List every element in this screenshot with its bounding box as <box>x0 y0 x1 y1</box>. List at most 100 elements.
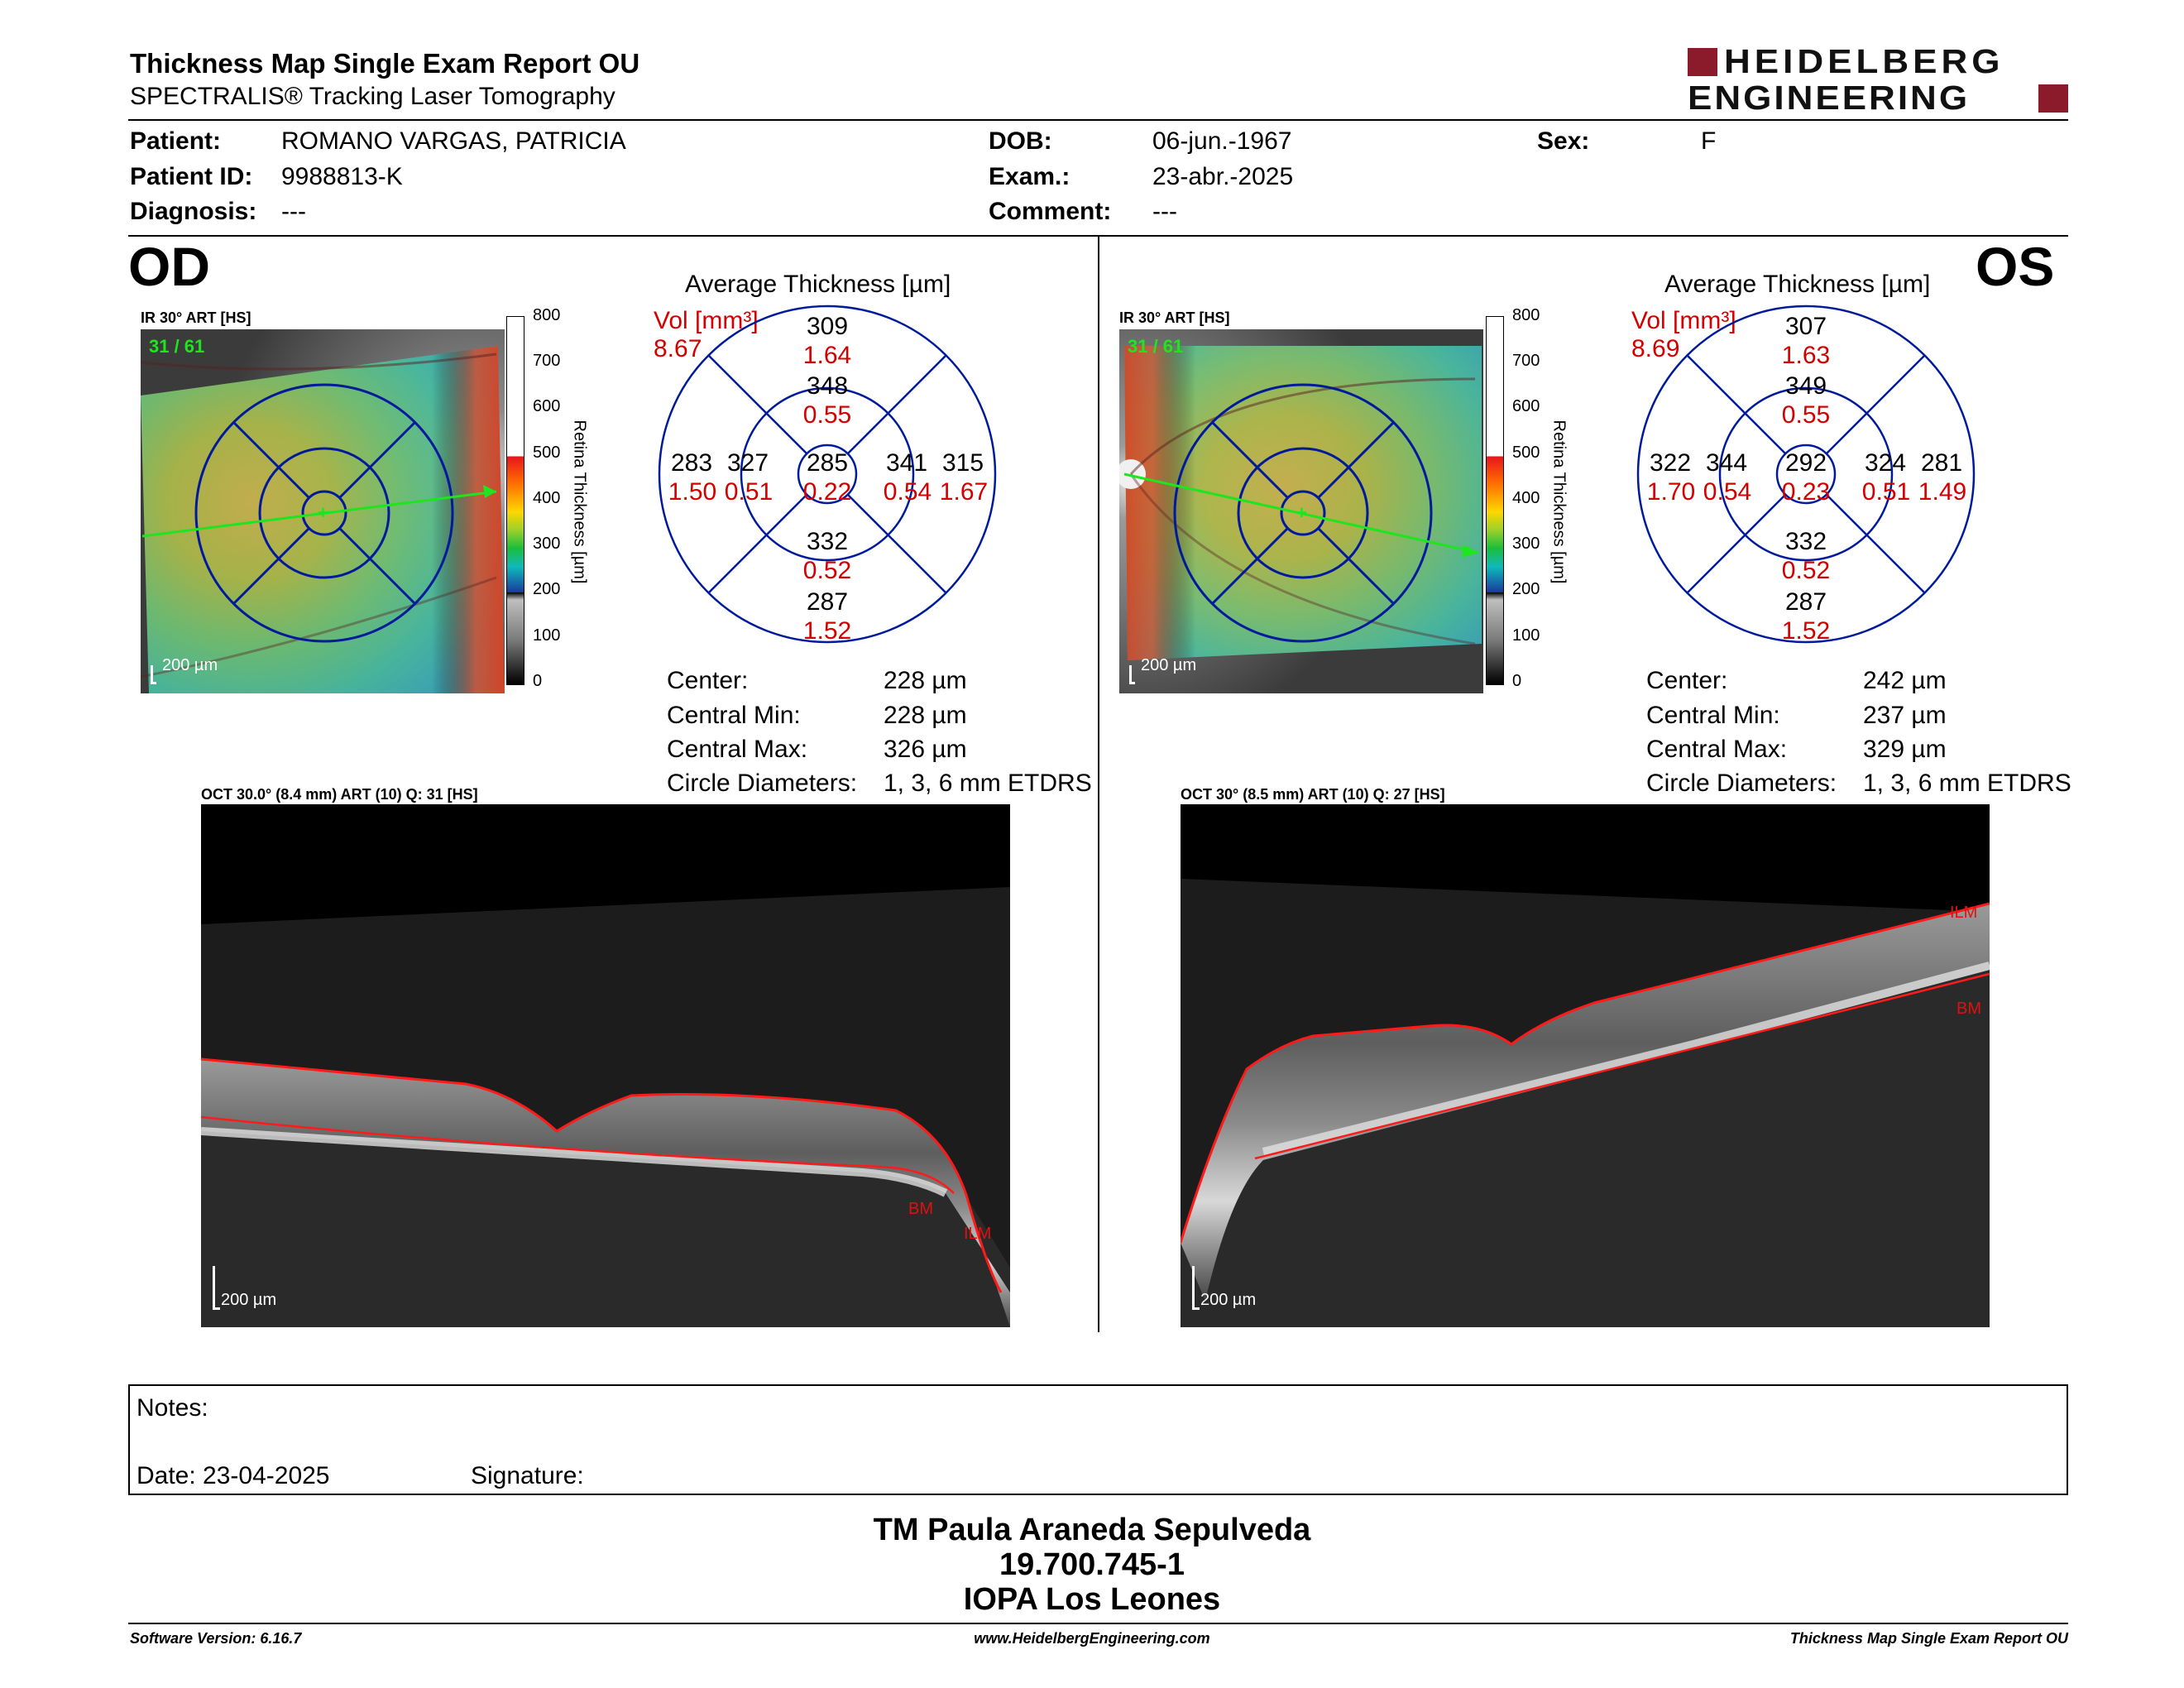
notes-label: Notes: <box>136 1394 208 1422</box>
od-colorbar-title: Retina Thickness [µm] <box>570 420 589 584</box>
os-oct-ilm-label: ILM <box>1950 904 1978 922</box>
od-oct-svg <box>201 887 1010 1327</box>
os-avg-title: Average Thickness [µm] <box>1664 271 1931 298</box>
od-inf-inner-vol: 0.52 <box>802 557 852 584</box>
sex-value: F <box>1701 127 1717 155</box>
os-eye-label: OS <box>1976 236 2055 297</box>
report-subtitle: SPECTRALIS® Tracking Laser Tomography <box>130 83 615 110</box>
dob-value: 06-jun.-1967 <box>1152 127 1292 155</box>
os-max-label: Central Max: <box>1646 736 1788 763</box>
od-fundus-image: + 31 / 61 200 µm <box>141 329 505 693</box>
od-cb-tick-400: 400 <box>533 489 561 507</box>
od-cb-tick-0: 0 <box>533 672 543 690</box>
notes-box: Notes: Date: 23-04-2025 Signature: <box>128 1384 2068 1495</box>
od-oct-bm-label: BM <box>908 1200 933 1218</box>
os-diam-label: Circle Diameters: <box>1646 770 1837 797</box>
od-oct-ilm-label: ILM <box>964 1225 992 1243</box>
od-sup-outer-vol: 1.64 <box>802 342 852 369</box>
os-scale: 200 µm <box>1141 656 1197 674</box>
os-cb-tick-500: 500 <box>1512 444 1540 462</box>
os-temp-outer-vol: 1.49 <box>1918 478 1967 506</box>
comment-label: Comment: <box>989 198 1112 225</box>
od-scale: 200 µm <box>162 656 218 674</box>
svg-text:+: + <box>1296 502 1307 523</box>
os-colorbar <box>1486 316 1504 685</box>
os-max-value: 329 µm <box>1863 736 1947 763</box>
os-frames: 31 / 61 <box>1128 336 1184 357</box>
notes-date: Date: 23-04-2025 <box>136 1462 330 1489</box>
patient-id-label: Patient ID: <box>130 163 253 190</box>
od-oct-scale: 200 µm <box>221 1291 277 1309</box>
os-nas-inner: 344 <box>1705 449 1748 477</box>
diagnosis-value: --- <box>281 198 306 225</box>
od-frames: 31 / 61 <box>149 336 205 357</box>
os-sup-inner: 349 <box>1784 372 1827 400</box>
dob-label: DOB: <box>989 127 1052 155</box>
logo-square-bottom <box>2038 84 2068 113</box>
exam-value: 23-abr.-2025 <box>1152 163 1294 190</box>
os-cb-tick-400: 400 <box>1512 489 1540 507</box>
od-cb-tick-100: 100 <box>533 626 561 645</box>
od-sup-inner-vol: 0.55 <box>802 401 852 429</box>
sex-label: Sex: <box>1537 127 1590 155</box>
signer-name: TM Paula Araneda Sepulveda <box>873 1513 1311 1547</box>
os-center-vol: 0.23 <box>1781 478 1831 506</box>
os-min-label: Central Min: <box>1646 702 1780 729</box>
comment-value: --- <box>1152 198 1177 225</box>
os-center-value: 242 µm <box>1863 667 1947 694</box>
os-inf-outer-vol: 1.52 <box>1781 617 1831 645</box>
os-temp-outer: 281 <box>1920 449 1963 477</box>
svg-text:+: + <box>318 502 328 523</box>
od-etdrs-values: 309 1.64 348 0.55 283 1.50 327 0.51 285 … <box>658 305 997 645</box>
od-center-vol: 0.22 <box>802 478 852 506</box>
os-cb-tick-600: 600 <box>1512 397 1540 415</box>
os-fundus-svg: + <box>1119 329 1483 693</box>
os-sup-outer: 307 <box>1784 313 1827 340</box>
os-cb-tick-0: 0 <box>1512 672 1522 690</box>
logo-line1: HEIDELBERG <box>1724 43 2004 81</box>
os-cb-tick-800: 800 <box>1512 306 1540 324</box>
od-fundus-svg: + <box>141 329 505 693</box>
logo-line2: ENGINEERING <box>1688 79 1971 117</box>
od-cb-tick-800: 800 <box>533 306 561 324</box>
center-divider <box>1098 237 1099 1332</box>
os-oct-image: ILM BM 200 µm <box>1181 804 1990 1327</box>
od-cb-tick-300: 300 <box>533 535 561 553</box>
diagnosis-label: Diagnosis: <box>130 198 257 225</box>
footer-divider <box>128 1623 2068 1624</box>
patient-id: 9988813-K <box>281 163 403 190</box>
od-cb-tick-600: 600 <box>533 397 561 415</box>
heidelberg-logo: HEIDELBERG ENGINEERING <box>1688 43 2068 117</box>
os-cb-tick-700: 700 <box>1512 352 1540 370</box>
os-inf-inner-vol: 0.52 <box>1781 557 1831 584</box>
os-oct-label: OCT 30° (8.5 mm) ART (10) Q: 27 [HS] <box>1181 786 1445 803</box>
od-diam-value: 1, 3, 6 mm ETDRS <box>884 770 1092 797</box>
od-nas-inner-vol: 0.54 <box>883 478 932 506</box>
od-oct-scale-bar <box>213 1266 220 1310</box>
footer-report: Thickness Map Single Exam Report OU <box>1789 1630 2068 1647</box>
os-diam-value: 1, 3, 6 mm ETDRS <box>1863 770 2071 797</box>
od-center-value: 228 µm <box>884 667 967 694</box>
os-oct-svg <box>1181 879 1990 1327</box>
od-cb-tick-500: 500 <box>533 444 561 462</box>
os-colorbar-title: Retina Thickness [µm] <box>1549 420 1569 584</box>
od-eye-label: OD <box>128 236 210 297</box>
od-nas-inner: 341 <box>885 449 928 477</box>
os-inf-outer: 287 <box>1784 588 1827 616</box>
od-temp-inner-vol: 0.51 <box>724 478 774 506</box>
footer-website[interactable]: www.HeidelbergEngineering.com <box>974 1630 1210 1647</box>
os-center-label: Center: <box>1646 667 1728 694</box>
od-temp-outer-vol: 1.50 <box>668 478 717 506</box>
os-oct-bm-label: BM <box>1956 1000 1981 1018</box>
os-nas-outer-vol: 1.70 <box>1646 478 1696 506</box>
os-cb-tick-300: 300 <box>1512 535 1540 553</box>
od-max-value: 326 µm <box>884 736 967 763</box>
os-cb-tick-200: 200 <box>1512 580 1540 598</box>
od-temp-outer: 283 <box>670 449 713 477</box>
patient-divider <box>128 235 2068 237</box>
os-etdrs-values: 307 1.63 349 0.55 322 1.70 344 0.54 292 … <box>1636 305 1976 645</box>
os-vol-total: 8.69 <box>1631 335 1680 362</box>
os-oct-scale: 200 µm <box>1200 1291 1257 1309</box>
od-colorbar <box>506 316 524 685</box>
od-min-value: 228 µm <box>884 702 967 729</box>
